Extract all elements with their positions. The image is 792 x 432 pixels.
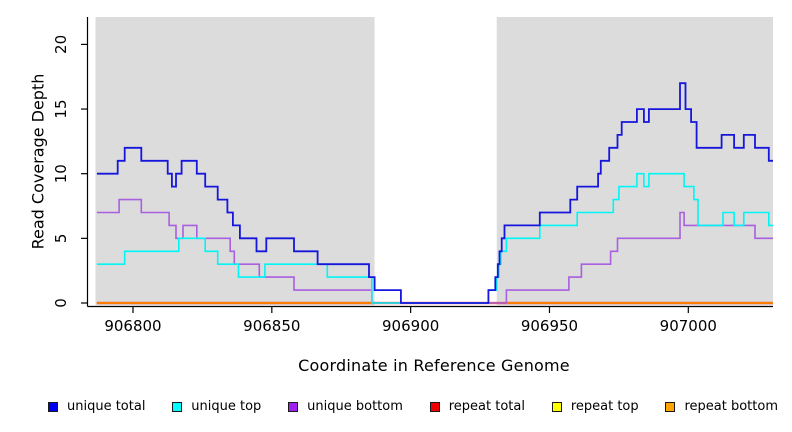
legend-swatch-icon — [288, 401, 299, 412]
legend-swatch-icon — [172, 401, 183, 412]
y-tick-label: 20 — [52, 35, 70, 54]
legend-item-repeat-bottom: repeat bottom — [665, 399, 778, 414]
legend-label: unique top — [191, 399, 262, 414]
series-unique-top — [96, 172, 773, 304]
unshaded-gap — [374, 17, 497, 306]
legend-label: repeat bottom — [684, 399, 778, 414]
x-tick-label: 906850 — [243, 317, 300, 335]
x-tick-label: 906950 — [521, 317, 578, 335]
x-tick-label: 907000 — [660, 317, 717, 335]
legend: unique total unique top unique bottom repea… — [48, 399, 778, 414]
legend-item-unique-total: unique total — [48, 399, 145, 414]
legend-swatch-icon — [551, 401, 562, 412]
legend-swatch-icon — [48, 401, 58, 412]
x-tick-label: 906800 — [104, 317, 161, 335]
chart-canvas: 906800 906850 906900 906950 907000 0 5 10 15 20 — [52, 17, 773, 335]
y-tick-label: 0 — [52, 298, 70, 308]
y-tick-label: 5 — [52, 234, 70, 244]
x-axis-title: Coordinate in Reference Genome — [298, 356, 570, 375]
legend-label: repeat top — [570, 399, 639, 414]
y-tick-label: 15 — [52, 100, 70, 119]
legend-swatch-icon — [665, 401, 676, 412]
legend-label: unique total — [67, 399, 146, 414]
series-unique-total — [96, 82, 773, 304]
legend-item-repeat-total: repeat total — [429, 399, 525, 414]
legend-item-repeat-top: repeat top — [551, 399, 639, 414]
x-tick-label: 906900 — [382, 317, 439, 335]
y-tick-label: 10 — [52, 164, 70, 183]
legend-item-unique-bottom: unique bottom — [288, 399, 403, 414]
legend-label: repeat total — [448, 399, 525, 414]
legend-item-unique-top: unique top — [172, 399, 261, 414]
legend-label: unique bottom — [307, 399, 403, 414]
series-unique-bottom — [96, 198, 773, 304]
legend-swatch-icon — [429, 401, 440, 412]
y-axis-title: Read Coverage Depth — [28, 73, 48, 250]
